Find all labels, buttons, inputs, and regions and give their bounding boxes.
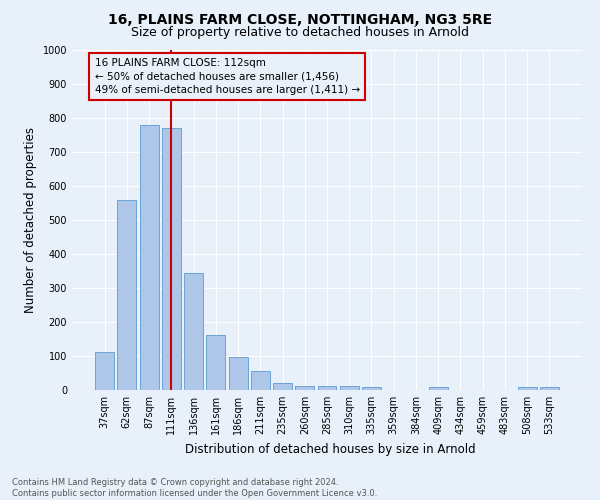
Bar xyxy=(540,386,559,390)
Text: 16 PLAINS FARM CLOSE: 112sqm
← 50% of detached houses are smaller (1,456)
49% of: 16 PLAINS FARM CLOSE: 112sqm ← 50% of de… xyxy=(95,58,360,95)
Bar xyxy=(362,386,381,390)
Bar xyxy=(295,386,314,390)
Bar xyxy=(140,126,158,390)
Text: Contains HM Land Registry data © Crown copyright and database right 2024.
Contai: Contains HM Land Registry data © Crown c… xyxy=(12,478,377,498)
Text: Distribution of detached houses by size in Arnold: Distribution of detached houses by size … xyxy=(185,442,475,456)
Bar xyxy=(251,372,270,390)
Bar xyxy=(518,386,536,390)
Bar xyxy=(429,386,448,390)
Bar xyxy=(95,352,114,390)
Text: 16, PLAINS FARM CLOSE, NOTTINGHAM, NG3 5RE: 16, PLAINS FARM CLOSE, NOTTINGHAM, NG3 5… xyxy=(108,12,492,26)
Bar xyxy=(162,128,181,390)
Bar xyxy=(206,334,225,390)
Text: Size of property relative to detached houses in Arnold: Size of property relative to detached ho… xyxy=(131,26,469,39)
Bar xyxy=(317,386,337,390)
Bar xyxy=(184,272,203,390)
Bar xyxy=(273,382,292,390)
Bar xyxy=(229,356,248,390)
Bar xyxy=(340,386,359,390)
Y-axis label: Number of detached properties: Number of detached properties xyxy=(24,127,37,313)
Bar xyxy=(118,200,136,390)
